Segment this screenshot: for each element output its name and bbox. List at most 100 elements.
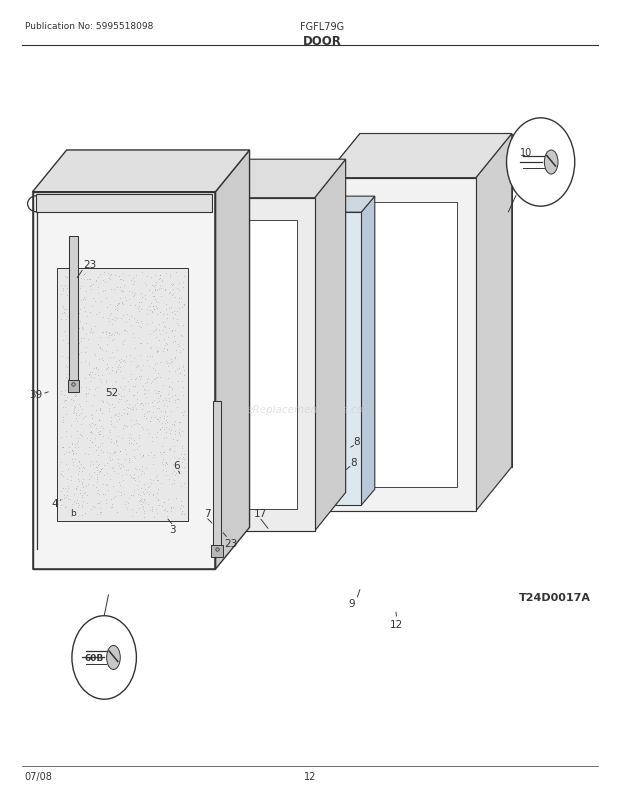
Point [144,480,154,492]
Point [57,464,67,477]
Point [97,437,107,450]
Point [106,501,116,514]
Point [120,356,130,369]
Point [73,329,82,342]
Point [134,370,144,383]
Point [108,492,118,504]
Point [137,318,147,330]
Point [162,505,172,518]
Point [177,406,187,419]
Point [71,389,81,402]
Point [78,472,87,485]
Point [148,400,158,413]
Point [76,381,86,394]
Point [115,445,125,458]
Point [102,358,112,371]
Point [82,496,92,509]
Point [153,507,162,520]
Point [177,453,187,466]
Point [68,407,78,420]
Point [69,312,79,325]
Point [100,497,110,510]
Point [170,335,180,348]
Point [170,394,180,407]
Point [102,338,112,351]
Point [71,322,81,334]
Point [110,446,120,459]
Point [174,292,184,305]
Text: 6: 6 [174,460,180,470]
Point [174,416,184,429]
Point [104,451,114,464]
Point [130,299,140,312]
Point [106,329,116,342]
Point [173,338,183,351]
Point [141,280,151,293]
Point [86,469,95,482]
Point [81,317,91,330]
Point [148,406,158,419]
Point [80,305,90,318]
Point [153,474,163,487]
Point [151,471,161,484]
Point [115,273,125,286]
Point [74,462,84,475]
Point [149,303,159,316]
Point [80,346,90,358]
Point [177,505,187,518]
Point [169,445,179,458]
Point [134,297,144,310]
Point [153,302,162,315]
Point [64,280,74,293]
Point [77,322,87,334]
Point [74,456,84,468]
Point [112,415,122,427]
Point [113,298,123,310]
Point [69,347,79,360]
Point [120,279,130,292]
Point [174,427,184,439]
Point [67,504,77,517]
Point [139,493,149,506]
Point [107,379,117,392]
Point [78,500,87,512]
Point [151,474,161,487]
Point [88,292,98,305]
Point [60,401,70,414]
Point [112,344,122,357]
Point [70,453,80,466]
Point [62,372,72,385]
Point [153,494,163,507]
Polygon shape [216,151,249,569]
Point [118,268,128,281]
Point [153,387,162,400]
Point [97,488,107,501]
Text: T24D0017A: T24D0017A [519,593,591,602]
Point [120,420,130,433]
Point [131,505,141,518]
Point [74,465,84,478]
Point [63,463,73,476]
Point [81,341,91,354]
Point [93,287,103,300]
Point [109,464,119,477]
Point [110,269,120,282]
Point [179,453,189,466]
Point [170,425,180,438]
Point [118,298,128,311]
Point [72,378,82,391]
Text: 23: 23 [83,260,97,269]
Point [60,308,69,321]
Point [167,468,177,480]
Point [58,441,68,454]
Point [122,503,132,516]
Point [91,423,101,435]
Point [159,504,169,517]
Point [61,500,71,512]
Point [67,271,77,284]
Point [69,395,79,408]
Point [139,383,149,396]
Point [154,269,164,282]
Point [126,373,136,386]
Point [113,453,123,466]
